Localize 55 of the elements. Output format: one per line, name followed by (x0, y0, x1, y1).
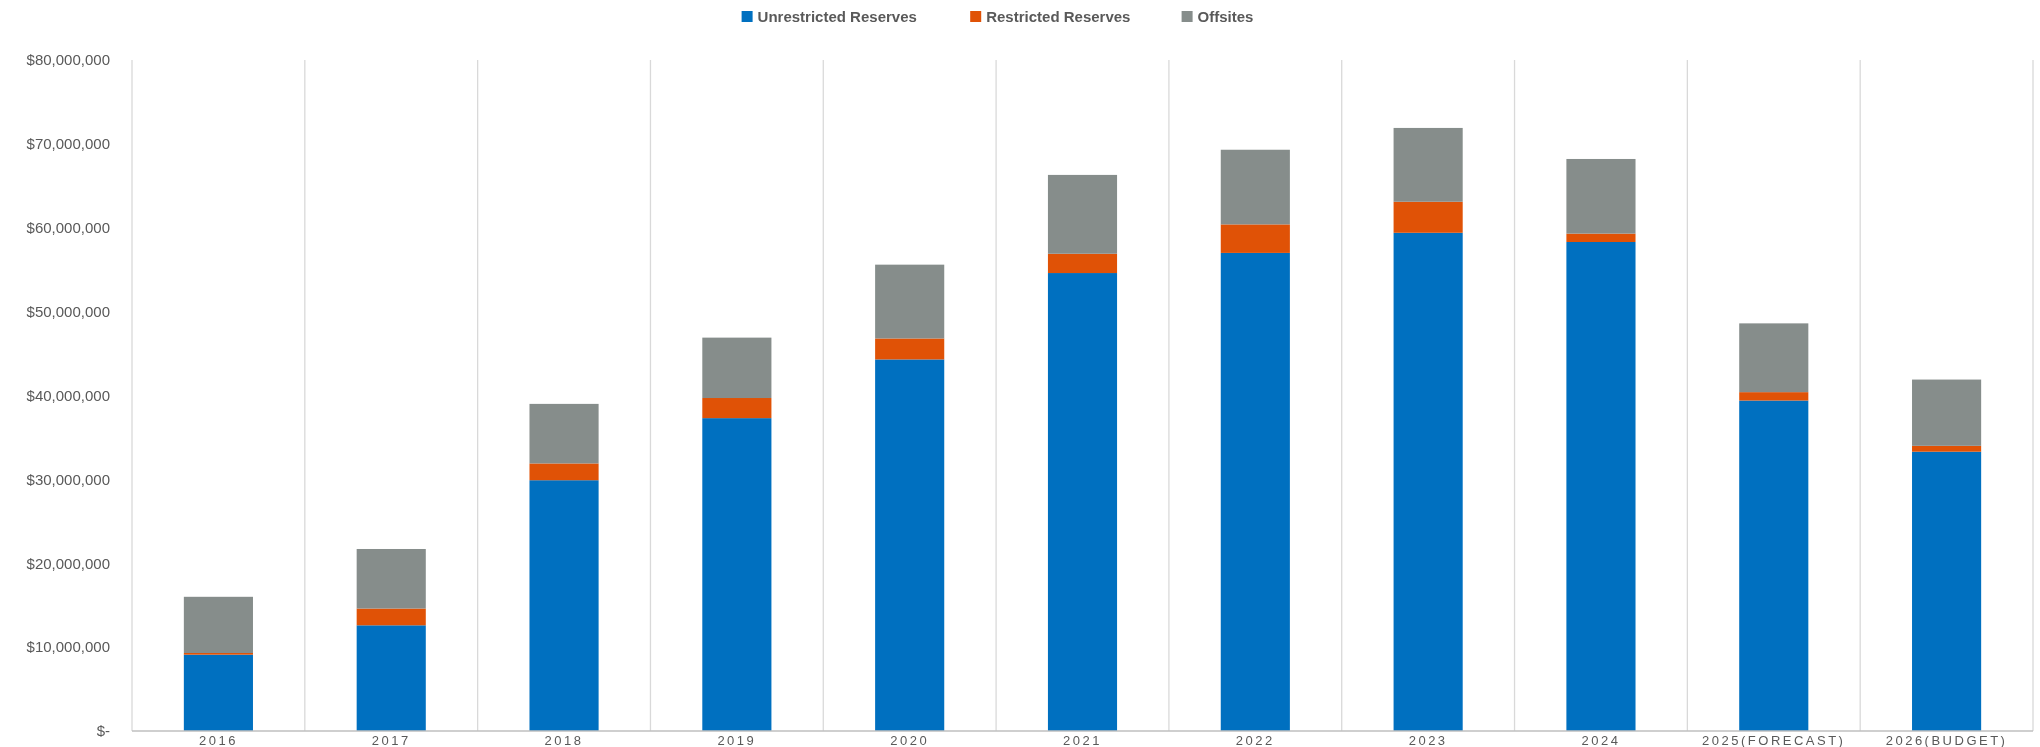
x-tick-label: 2026(BUDGET) (1885, 733, 2008, 747)
bar (1047, 174, 1118, 254)
x-tick-label: 2017 (371, 733, 411, 747)
bar (1047, 273, 1118, 731)
bar (529, 480, 599, 731)
bar (702, 337, 772, 399)
y-tick-label: $70,000,000 (26, 135, 110, 153)
bar (356, 625, 426, 731)
x-tick-label: 2022 (1235, 733, 1275, 747)
legend-label: Offsites (1197, 8, 1254, 25)
y-tick-label: $10,000,000 (26, 638, 110, 656)
legend-label: Unrestricted Reserves (757, 8, 917, 25)
bar (702, 398, 772, 419)
bar (1912, 379, 1982, 446)
x-tick-label: 2020 (890, 733, 930, 747)
bar (1912, 451, 1982, 731)
bar (1393, 127, 1463, 202)
x-tick-label: 2023 (1408, 733, 1448, 747)
bar (183, 654, 253, 731)
y-tick-label: $30,000,000 (26, 470, 110, 488)
bar (702, 418, 772, 731)
bar (183, 596, 253, 653)
bar (529, 403, 599, 464)
bar (1739, 323, 1809, 393)
bar (1220, 252, 1290, 731)
x-tick-label: 2018 (544, 733, 584, 747)
legend-label: Restricted Reserves (986, 8, 1131, 25)
bar (1220, 224, 1290, 253)
bar (1739, 400, 1809, 731)
y-tick-label: $60,000,000 (26, 219, 110, 236)
bar (1566, 233, 1636, 243)
bar (1393, 201, 1463, 233)
y-tick-label: $50,000,000 (26, 302, 110, 320)
bar (1566, 158, 1636, 234)
bar (875, 338, 945, 360)
bar (356, 608, 426, 626)
x-tick-label: 2025(FORECAST) (1702, 733, 1846, 747)
x-tick-label: 2021 (1063, 733, 1102, 747)
x-tick-label: 2016 (198, 733, 238, 747)
bar (1739, 392, 1809, 401)
x-tick-label: 2019 (717, 733, 757, 747)
y-tick-label: $40,000,000 (26, 386, 110, 404)
x-tick-label: 2024 (1581, 733, 1621, 747)
bar (356, 548, 426, 609)
bar (1566, 242, 1636, 731)
bar (1393, 232, 1463, 731)
bar (875, 359, 945, 731)
bar (1912, 445, 1982, 452)
y-tick-label: $20,000,000 (26, 554, 110, 572)
bar (529, 463, 599, 481)
y-tick-label: $80,000,000 (26, 51, 110, 69)
bar (1220, 149, 1290, 225)
bar (1047, 253, 1118, 274)
bar (875, 264, 945, 339)
y-tick-label: $- (96, 722, 110, 740)
